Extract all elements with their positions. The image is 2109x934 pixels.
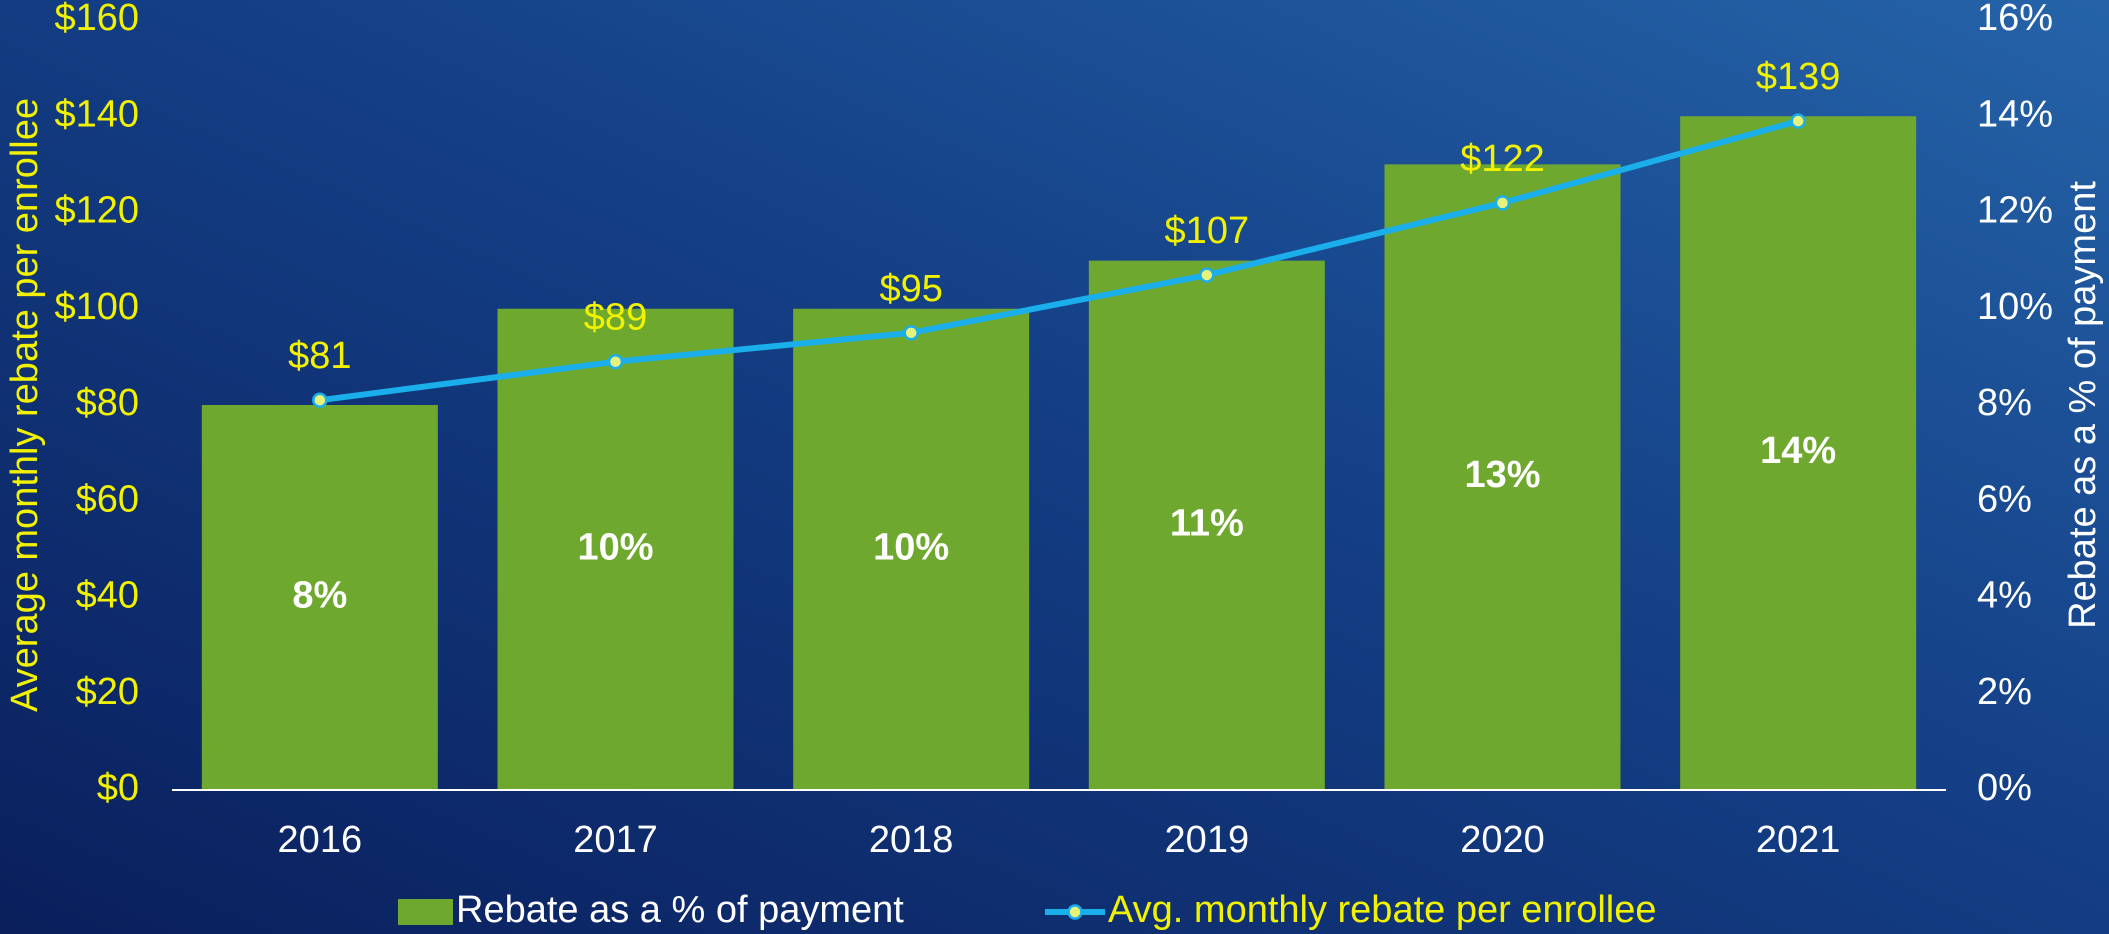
y-tick-label: $120 — [54, 190, 139, 232]
line-value-label: $122 — [1460, 138, 1545, 180]
bar — [793, 308, 1030, 790]
line-marker — [1199, 267, 1215, 283]
y-tick-label: $80 — [76, 382, 139, 424]
legend-label: Avg. monthly rebate per enrollee — [1108, 889, 1657, 931]
y2-tick-label: 14% — [1977, 93, 2053, 135]
x-tick-label: 2016 — [278, 819, 363, 861]
bar-value-label: 8% — [292, 575, 347, 617]
y2-tick-label: 10% — [1977, 286, 2053, 328]
line-value-label: $139 — [1756, 56, 1841, 98]
y2-tick-label: 6% — [1977, 478, 2032, 520]
x-tick-label: 2019 — [1165, 819, 1250, 861]
y2-axis-title: Rebate as a % of payment — [2062, 181, 2104, 629]
bar — [201, 405, 438, 790]
y-tick-label: $160 — [54, 0, 139, 39]
legend-swatch-marker — [1067, 904, 1083, 920]
y-tick-label: $0 — [97, 767, 139, 809]
y2-tick-label: 16% — [1977, 0, 2053, 39]
y2-tick-label: 2% — [1977, 671, 2032, 713]
x-tick-label: 2021 — [1756, 819, 1841, 861]
y-tick-label: $60 — [76, 478, 139, 520]
legend-label: Rebate as a % of payment — [456, 889, 904, 931]
line-marker — [1494, 195, 1511, 211]
line-value-label: $81 — [288, 335, 351, 377]
bar-value-label: 14% — [1760, 430, 1836, 472]
bar — [497, 308, 734, 790]
y-tick-label: $20 — [76, 671, 139, 713]
line-marker — [1790, 113, 1806, 129]
x-tick-label: 2017 — [573, 819, 658, 861]
bar-value-label: 11% — [1170, 502, 1244, 544]
bar — [1384, 164, 1621, 790]
bar-value-label: 10% — [577, 526, 653, 568]
line-value-label: $95 — [879, 268, 942, 310]
line-marker — [607, 353, 624, 370]
y-tick-label: $100 — [54, 286, 139, 328]
y2-tick-label: 0% — [1977, 767, 2032, 809]
bar — [1088, 260, 1325, 790]
y-tick-label: $140 — [54, 93, 139, 135]
x-tick-label: 2020 — [1460, 819, 1545, 861]
y2-tick-label: 12% — [1977, 190, 2053, 232]
y2-tick-label: 8% — [1977, 382, 2032, 424]
bar-value-label: 10% — [873, 526, 949, 568]
y2-tick-label: 4% — [1977, 575, 2032, 617]
x-tick-label: 2018 — [869, 819, 954, 861]
line — [319, 118, 1799, 404]
y-axis-title: Average monthly rebate per enrollee — [4, 98, 46, 712]
y-tick-label: $40 — [76, 575, 139, 617]
bar — [1680, 116, 1917, 790]
bar-value-label: 13% — [1464, 454, 1540, 496]
line-marker — [903, 325, 919, 341]
legend-swatch — [398, 899, 453, 925]
line-value-label: $89 — [584, 297, 647, 339]
line-marker — [312, 392, 328, 408]
line-value-label: $107 — [1165, 210, 1250, 252]
